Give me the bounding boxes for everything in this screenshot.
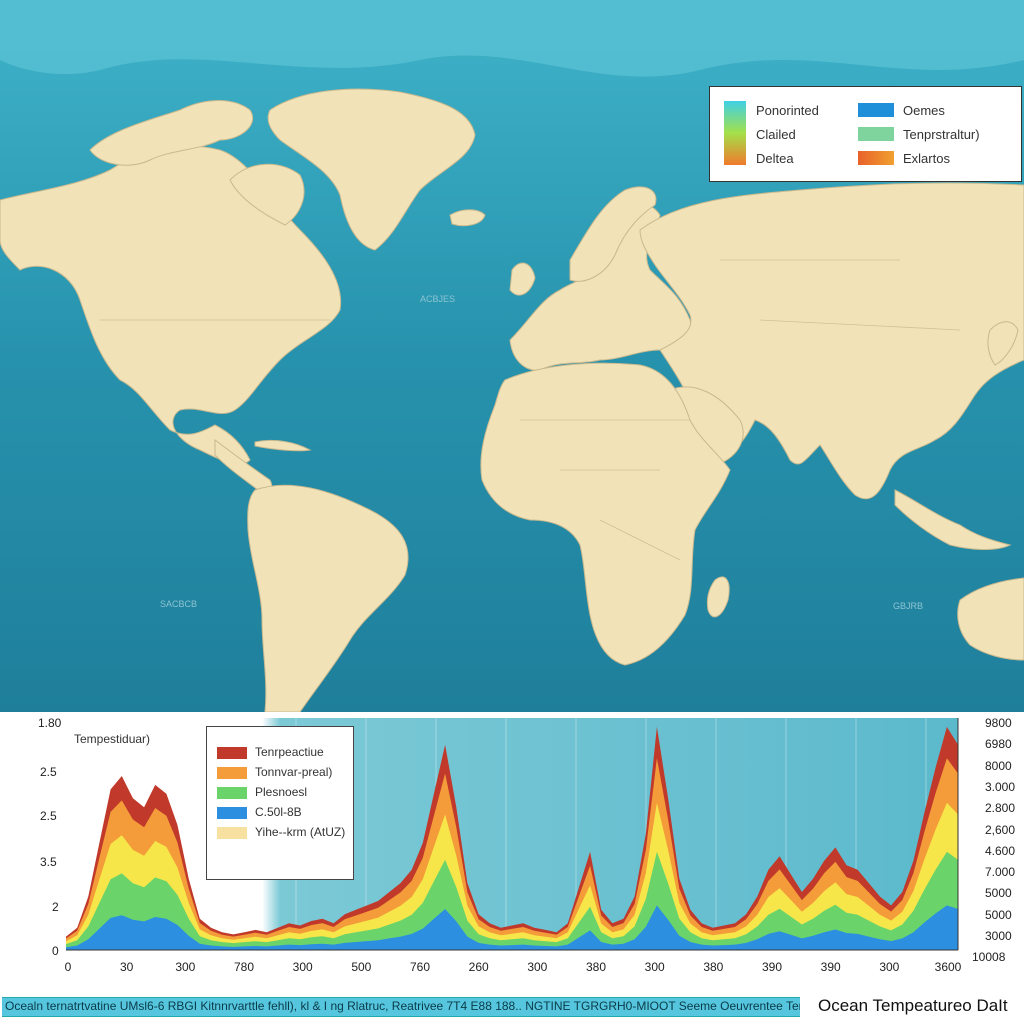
x-tick: 780 <box>233 960 255 974</box>
x-tick: 30 <box>119 960 134 974</box>
y-right-tick: 10008 <box>972 950 1006 965</box>
x-tick: 760 <box>409 960 431 974</box>
x-tick: 300 <box>292 960 313 974</box>
map-legend-label-4: Oemes <box>903 103 945 118</box>
x-tick: 0 <box>64 960 72 974</box>
chart-legend-label-3: Plesnoesl <box>255 785 308 799</box>
ocean-label-atlantic: ACBJES <box>420 294 455 304</box>
ocean-label-indian: GBJRB <box>893 601 923 611</box>
temperature-area-layer-5 <box>66 905 958 950</box>
y-right-tick: 2.800 <box>985 801 1016 816</box>
chart-legend-swatch-5 <box>217 827 247 839</box>
chart-legend-swatch-2 <box>217 767 247 779</box>
chart-plot <box>66 718 959 951</box>
y-left-tick-5: 2 <box>52 900 59 914</box>
chart-legend-swatch-3 <box>217 787 247 799</box>
y-right-tick: 3000 <box>985 929 1012 943</box>
y-right-tick: 2,600 <box>985 822 1016 837</box>
chart-legend-swatch-4 <box>217 807 247 819</box>
map-legend-swatch-6 <box>858 151 894 165</box>
map-legend-gradient-swatch <box>724 101 746 165</box>
y-right-tick: 9800 <box>985 716 1012 730</box>
x-tick: 380 <box>585 960 607 974</box>
british-isles <box>509 262 536 296</box>
map-legend-label-5: Tenprstraltur) <box>903 127 980 142</box>
ocean-label-south-atlantic: SACBCB <box>160 599 197 609</box>
y-left-tick-3: 2.5 <box>40 809 57 823</box>
x-tick: 390 <box>820 960 841 974</box>
y-right-tick: 5000 <box>985 886 1012 901</box>
chart-legend-title: Tempestiduar) <box>74 732 151 746</box>
madagascar <box>706 576 730 618</box>
cuba <box>254 439 312 452</box>
country-borders <box>100 259 961 561</box>
chart-legend: Tenrpeactiue Tonnvar-preal) Plesnoesl C.… <box>206 726 354 880</box>
x-tick: 300 <box>527 960 548 974</box>
y-right-tick: 8000 <box>985 758 1012 773</box>
x-tick: 380 <box>703 960 724 974</box>
south-america <box>247 484 409 712</box>
iceland <box>449 209 486 227</box>
chart-legend-label-5: Yihe--krm (AtUZ) <box>255 825 346 839</box>
southeast-asia-islands <box>894 489 1012 550</box>
footer-strip-text: Ocealn ternatrtvatine UMsl6-6 RBGI Kitnn… <box>5 999 800 1013</box>
map-legend-label-6: Exlartos <box>903 151 950 166</box>
map-legend-label-1: Ponorinted <box>756 103 819 118</box>
map-legend-swatch-4 <box>858 103 894 117</box>
y-left-tick-2: 2.5 <box>40 765 57 779</box>
x-tick: 500 <box>351 960 372 974</box>
greenland <box>267 88 476 251</box>
temperature-chart: 1.80 2.5 2.5 3.5 2 0 9800 6980 8000 3.000 2.… <box>0 712 1024 990</box>
chart-legend-swatch-1 <box>217 747 247 759</box>
chart-caption-title: Ocean Tempeatureo DaIt <box>818 996 1008 1015</box>
y-right-tick: 5000 <box>985 907 1012 922</box>
y-right-tick: 4.600 <box>985 843 1016 858</box>
baffin-island <box>229 163 305 226</box>
y-left-tick-1: 1.80 <box>38 716 62 730</box>
map-legend: Ponorinted Clailed Deltea Oemes Tenprstr… <box>709 86 1022 182</box>
scandinavia <box>569 186 657 282</box>
map-legend-label-3: Deltea <box>756 151 794 166</box>
chart-legend-label-2: Tonnvar-preal) <box>255 765 333 779</box>
x-tick: 300 <box>879 960 900 974</box>
map-legend-swatch-5 <box>858 127 894 141</box>
y-left-tick-6: 0 <box>52 944 59 958</box>
map-legend-label-2: Clailed <box>756 127 796 142</box>
landmasses <box>0 88 1024 712</box>
y-right-tick: 7.000 <box>985 865 1016 880</box>
y-left-tick-4: 3.5 <box>40 855 57 869</box>
chart-legend-label-4: C.50l-8B <box>255 805 302 819</box>
x-tick: 300 <box>175 960 196 974</box>
x-tick: 390 <box>761 960 783 974</box>
x-tick: 260 <box>468 960 489 974</box>
y-right-tick: 3.000 <box>985 779 1016 794</box>
chart-area-layers <box>66 726 958 950</box>
arctic-ice <box>0 0 1024 77</box>
north-america <box>0 145 342 465</box>
japan <box>987 321 1019 366</box>
y-right-tick: 6980 <box>985 737 1012 752</box>
africa <box>480 362 731 666</box>
australia <box>957 577 1024 661</box>
footer-info-strip: Ocealn ternatrtvatine UMsl6-6 RBGI Kitnn… <box>2 997 800 1017</box>
x-tick: 300 <box>644 960 665 974</box>
footer: Ocealn ternatrtvatine UMsl6-6 RBGI Kitnn… <box>0 990 1024 1024</box>
arctic-islands <box>89 100 253 166</box>
x-tick: 3600 <box>934 960 962 974</box>
chart-legend-label-1: Tenrpeactiue <box>255 745 324 759</box>
